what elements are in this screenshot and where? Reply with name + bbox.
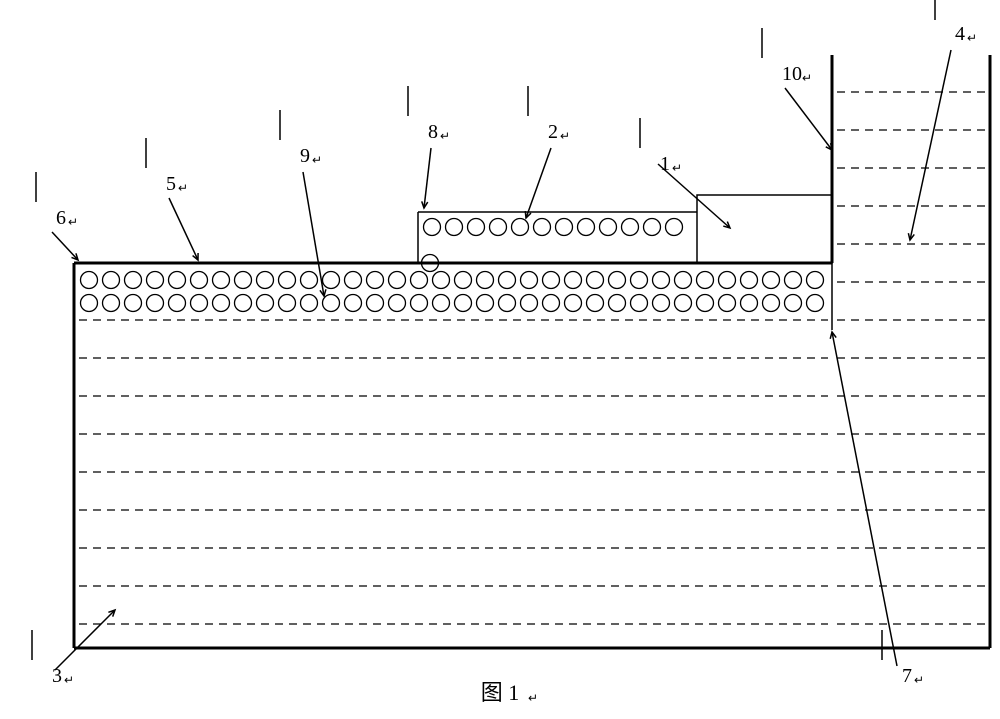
svg-text:↵: ↵ bbox=[672, 161, 682, 175]
svg-text:5: 5 bbox=[166, 173, 176, 195]
svg-text:↵: ↵ bbox=[528, 691, 538, 705]
svg-text:7: 7 bbox=[902, 665, 912, 687]
svg-text:图 1: 图 1 bbox=[481, 680, 520, 705]
svg-text:8: 8 bbox=[428, 121, 438, 143]
svg-text:6: 6 bbox=[56, 207, 66, 229]
svg-text:↵: ↵ bbox=[178, 181, 188, 195]
svg-text:1: 1 bbox=[660, 153, 670, 175]
svg-text:↵: ↵ bbox=[312, 153, 322, 167]
svg-text:↵: ↵ bbox=[64, 673, 74, 687]
svg-text:4: 4 bbox=[955, 23, 965, 45]
svg-text:↵: ↵ bbox=[560, 129, 570, 143]
svg-text:↵: ↵ bbox=[68, 215, 78, 229]
svg-text:↵: ↵ bbox=[802, 71, 812, 85]
svg-text:2: 2 bbox=[548, 121, 558, 143]
svg-text:↵: ↵ bbox=[440, 129, 450, 143]
svg-text:10: 10 bbox=[782, 63, 802, 85]
svg-text:9: 9 bbox=[300, 145, 310, 167]
svg-text:↵: ↵ bbox=[914, 673, 924, 687]
svg-text:↵: ↵ bbox=[967, 31, 977, 45]
